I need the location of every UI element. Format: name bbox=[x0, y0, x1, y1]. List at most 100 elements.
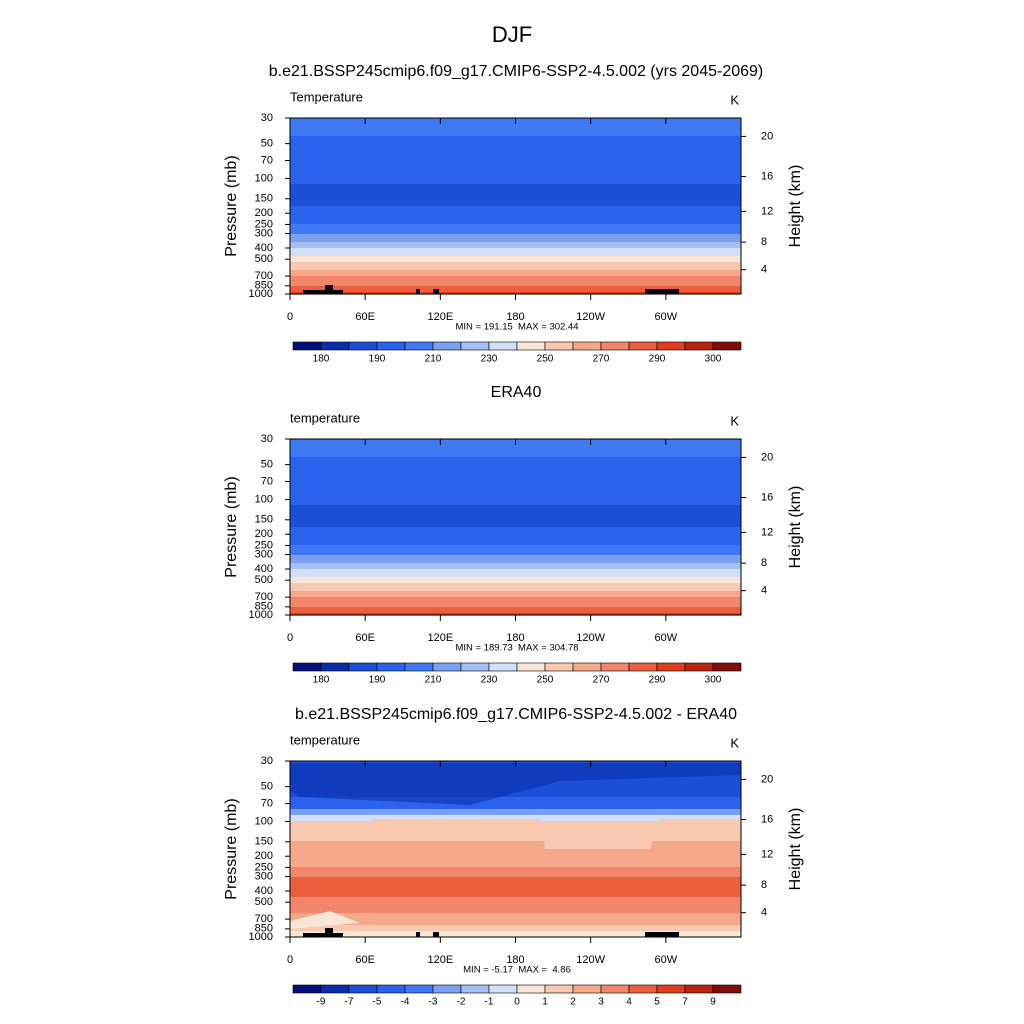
left-label: temperature bbox=[290, 410, 360, 425]
contour-band bbox=[290, 266, 741, 269]
y-tick-label: 1000 bbox=[249, 288, 273, 300]
contour-band bbox=[290, 453, 741, 456]
min-max-annotation: MIN = 191.15 MAX = 302.44 bbox=[455, 322, 578, 333]
colorbar-label: -7 bbox=[345, 997, 354, 1008]
contour-band bbox=[290, 871, 741, 874]
colorbar-label: -2 bbox=[457, 997, 466, 1008]
y-tick-label: 30 bbox=[261, 433, 273, 445]
contour-band bbox=[290, 126, 741, 129]
contour-band bbox=[290, 503, 741, 506]
colorbar-box bbox=[404, 662, 434, 672]
contour-band bbox=[290, 887, 741, 890]
contour-band bbox=[290, 471, 741, 474]
colorbar-box bbox=[656, 341, 686, 351]
contour-band bbox=[290, 170, 741, 173]
colorbar-box bbox=[432, 341, 462, 351]
colorbar-label: 180 bbox=[313, 675, 330, 686]
contour-band bbox=[290, 158, 741, 161]
contour-band bbox=[290, 909, 741, 912]
contour-band bbox=[290, 214, 741, 217]
contour-band bbox=[290, 837, 741, 840]
contour-band bbox=[290, 593, 741, 596]
contour-band bbox=[290, 206, 741, 209]
contour-band bbox=[290, 270, 741, 273]
contour-band bbox=[290, 839, 741, 842]
y-tick-label: 700 bbox=[255, 591, 273, 603]
contour-band bbox=[290, 925, 741, 928]
contour-band bbox=[290, 847, 741, 850]
y2-tick-label: 4 bbox=[761, 264, 767, 276]
contour-band bbox=[290, 797, 741, 800]
contour-band bbox=[290, 795, 741, 798]
contour-band bbox=[290, 859, 741, 862]
colorbar-label: 250 bbox=[537, 354, 554, 365]
y-tick-label: 500 bbox=[255, 574, 273, 586]
contour-band bbox=[290, 246, 741, 249]
contour-band bbox=[290, 605, 741, 608]
contour-band bbox=[290, 216, 741, 219]
contour-band bbox=[290, 485, 741, 488]
y-tick-label: 400 bbox=[255, 885, 273, 897]
contour-band bbox=[290, 813, 741, 816]
colorbar-label: 7 bbox=[682, 997, 688, 1008]
contour-band bbox=[290, 272, 741, 275]
y-tick-label: 250 bbox=[255, 539, 273, 551]
contour-band bbox=[290, 467, 741, 470]
contour-band bbox=[290, 581, 741, 584]
y-tick-label: 70 bbox=[261, 475, 273, 487]
contour-band bbox=[290, 601, 741, 604]
contour-band bbox=[290, 867, 741, 870]
contour-band bbox=[290, 535, 741, 538]
colorbar-label: 190 bbox=[369, 675, 386, 686]
contour-band bbox=[290, 469, 741, 472]
colorbar-label: 9 bbox=[710, 997, 716, 1008]
y-tick-label: 50 bbox=[261, 459, 273, 471]
contour-band bbox=[290, 168, 741, 171]
x-tick-label: 60E bbox=[355, 632, 375, 644]
contour-band bbox=[290, 286, 741, 289]
contour-band bbox=[290, 178, 741, 181]
contour-band bbox=[290, 497, 741, 500]
contour-band bbox=[290, 252, 741, 255]
colorbar-label: 5 bbox=[654, 997, 660, 1008]
contour-band bbox=[290, 815, 741, 818]
y-tick-label: 100 bbox=[255, 815, 273, 827]
contour-band bbox=[290, 853, 741, 856]
x-tick-label: 60E bbox=[355, 954, 375, 966]
contour-band bbox=[290, 138, 741, 141]
colorbar-box bbox=[600, 341, 630, 351]
contour-band bbox=[290, 879, 741, 882]
contour-band bbox=[290, 583, 741, 586]
x-tick-label: 180 bbox=[506, 311, 524, 323]
colorbar-box bbox=[712, 662, 742, 672]
colorbar-box bbox=[460, 341, 490, 351]
panel-title: ERA40 bbox=[491, 384, 542, 401]
contour-band bbox=[290, 929, 741, 932]
contour-band bbox=[290, 449, 741, 452]
contour-band bbox=[290, 915, 741, 918]
contour-band bbox=[290, 228, 741, 231]
contour-band bbox=[290, 869, 741, 872]
colorbar-box bbox=[404, 984, 434, 994]
contour-band bbox=[290, 899, 741, 902]
y2-axis-label: Height (km) bbox=[787, 808, 804, 891]
contour-band bbox=[290, 230, 741, 233]
contour-band bbox=[290, 565, 741, 568]
contour-band bbox=[290, 567, 741, 570]
contour-band bbox=[290, 495, 741, 498]
y-tick-label: 250 bbox=[255, 861, 273, 873]
colorbar-box bbox=[600, 984, 630, 994]
contour-band bbox=[290, 487, 741, 490]
x-tick-label: 180 bbox=[506, 632, 524, 644]
contour-band bbox=[290, 477, 741, 480]
colorbar-box bbox=[488, 984, 518, 994]
contour-band bbox=[290, 172, 741, 175]
contour-band bbox=[290, 288, 741, 291]
contour-band bbox=[290, 801, 741, 804]
contour-band bbox=[290, 268, 741, 271]
colorbar-box bbox=[376, 984, 406, 994]
contour-band bbox=[290, 182, 741, 185]
colorbar-box bbox=[348, 984, 378, 994]
y2-tick-label: 8 bbox=[761, 557, 767, 569]
y-tick-label: 200 bbox=[255, 850, 273, 862]
